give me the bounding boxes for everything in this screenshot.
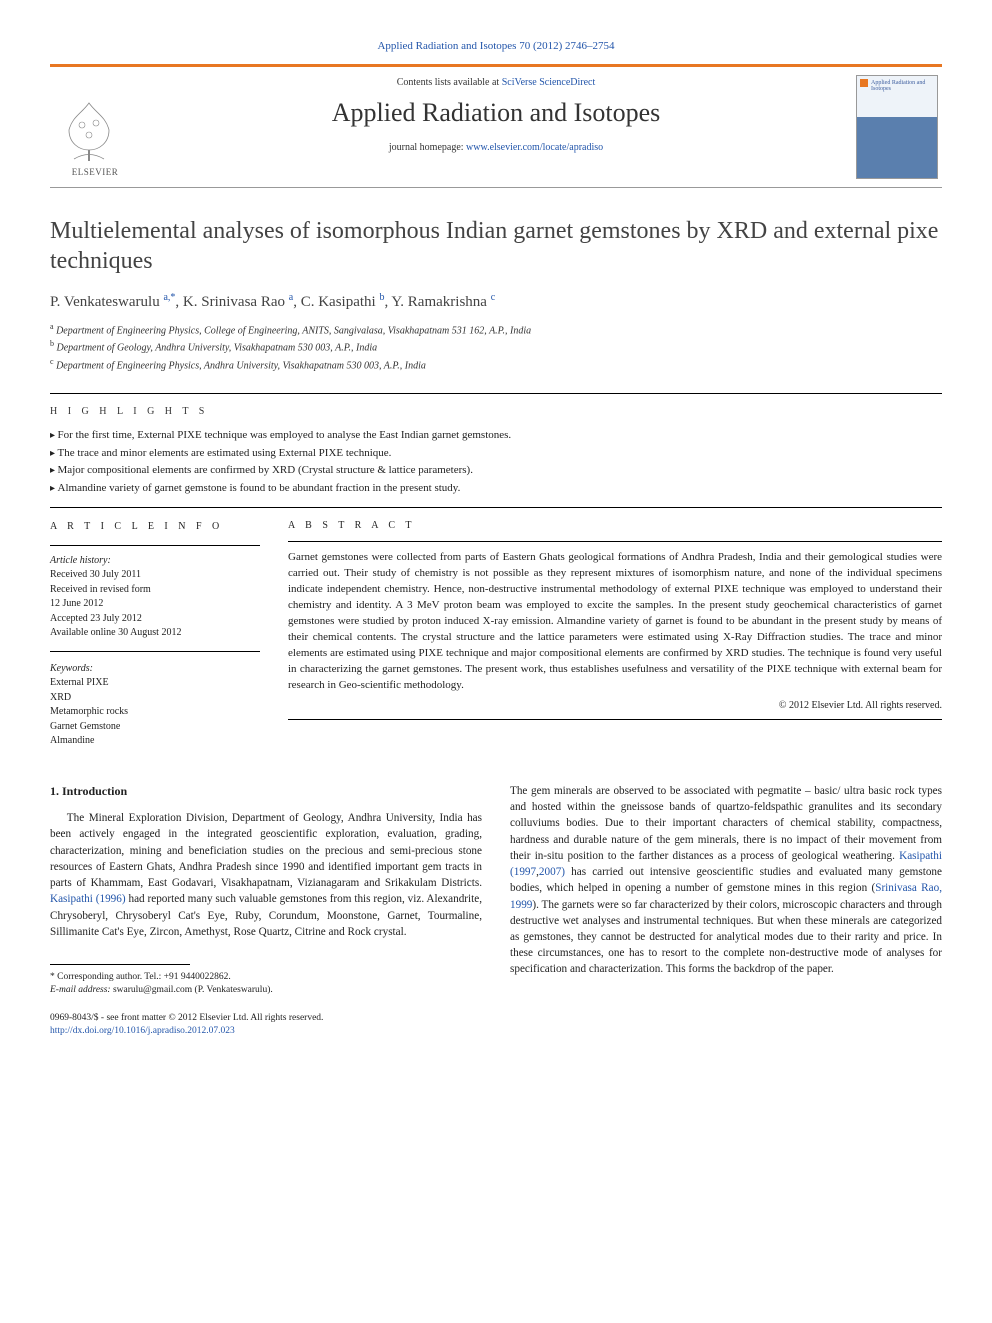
footnote-divider: [50, 964, 190, 965]
keyword: Garnet Gemstone: [50, 720, 260, 735]
highlight-item: The trace and minor elements are estimat…: [50, 445, 942, 463]
column-left: 1. Introduction The Mineral Exploration …: [50, 783, 482, 1038]
article-info-column: A R T I C L E I N F O Article history: R…: [50, 520, 260, 749]
abstract-heading: A B S T R A C T: [288, 520, 942, 531]
journal-homepage-link[interactable]: www.elsevier.com/locate/apradiso: [466, 142, 603, 153]
abstract-column: A B S T R A C T Garnet gemstones were co…: [288, 520, 942, 749]
abstract-text: Garnet gemstones were collected from par…: [288, 550, 942, 693]
publisher-logo-block: ELSEVIER: [50, 67, 140, 181]
divider: [50, 507, 942, 508]
history-line: Received 30 July 2011: [50, 568, 260, 583]
highlight-item: For the first time, External PIXE techni…: [50, 427, 942, 445]
article-info-heading: A R T I C L E I N F O: [50, 520, 260, 535]
issn-line: 0969-8043/$ - see front matter © 2012 El…: [50, 1012, 482, 1025]
highlight-item: Major compositional elements are confirm…: [50, 462, 942, 480]
affiliation-list: a Department of Engineering Physics, Col…: [50, 321, 942, 373]
journal-cover-thumbnail: Applied Radiation and Isotopes: [856, 75, 938, 179]
keyword: Metamorphic rocks: [50, 705, 260, 720]
intro-paragraph-2: The gem minerals are observed to be asso…: [510, 783, 942, 978]
keyword: External PIXE: [50, 676, 260, 691]
history-line: Accepted 23 July 2012: [50, 612, 260, 627]
highlights-section: H I G H L I G H T S For the first time, …: [50, 406, 942, 497]
history-line: Available online 30 August 2012: [50, 626, 260, 641]
divider: [50, 545, 260, 546]
journal-homepage: journal homepage: www.elsevier.com/locat…: [148, 142, 844, 153]
author-list: P. Venkateswarulu a,*, K. Srinivasa Rao …: [50, 292, 942, 311]
intro-paragraph-1: The Mineral Exploration Division, Depart…: [50, 810, 482, 940]
running-header: Applied Radiation and Isotopes 70 (2012)…: [50, 40, 942, 52]
history-label: Article history:: [50, 554, 260, 569]
corresponding-author: * Corresponding author. Tel.: +91 944002…: [50, 971, 482, 984]
affiliation-c: c Department of Engineering Physics, And…: [50, 356, 942, 373]
history-line: Received in revised form: [50, 583, 260, 598]
keywords-label: Keywords:: [50, 662, 260, 677]
body-columns: 1. Introduction The Mineral Exploration …: [50, 783, 942, 1038]
doi-link[interactable]: http://dx.doi.org/10.1016/j.apradiso.201…: [50, 1025, 482, 1038]
divider: [50, 393, 942, 394]
banner-divider: [50, 187, 942, 188]
keyword: Almandine: [50, 734, 260, 749]
journal-banner: ELSEVIER Contents lists available at Sci…: [50, 64, 942, 181]
keyword: XRD: [50, 691, 260, 706]
affiliation-b: b Department of Geology, Andhra Universi…: [50, 338, 942, 355]
affiliation-a: a Department of Engineering Physics, Col…: [50, 321, 942, 338]
contents-prefix: Contents lists available at: [397, 77, 502, 88]
publisher-name: ELSEVIER: [54, 167, 136, 177]
sciencedirect-link[interactable]: SciVerse ScienceDirect: [502, 77, 596, 88]
intro-heading: 1. Introduction: [50, 783, 482, 800]
abstract-copyright: © 2012 Elsevier Ltd. All rights reserved…: [288, 700, 942, 711]
divider: [288, 719, 942, 720]
elsevier-tree-icon: [54, 95, 124, 165]
highlights-list: For the first time, External PIXE techni…: [50, 427, 942, 497]
contents-available: Contents lists available at SciVerse Sci…: [148, 77, 844, 88]
homepage-prefix: journal homepage:: [389, 142, 466, 153]
journal-title: Applied Radiation and Isotopes: [148, 98, 844, 128]
history-line: 12 June 2012: [50, 597, 260, 612]
article-title: Multielemental analyses of isomorphous I…: [50, 216, 942, 276]
highlights-heading: H I G H L I G H T S: [50, 406, 942, 417]
divider: [288, 541, 942, 542]
footnotes: * Corresponding author. Tel.: +91 944002…: [50, 971, 482, 998]
corresponding-email: E-mail address: swarulu@gmail.com (P. Ve…: [50, 984, 482, 997]
page-footer: 0969-8043/$ - see front matter © 2012 El…: [50, 1012, 482, 1039]
highlight-item: Almandine variety of garnet gemstone is …: [50, 480, 942, 498]
column-right: The gem minerals are observed to be asso…: [510, 783, 942, 1038]
journal-cover-title: Applied Radiation and Isotopes: [871, 80, 937, 92]
